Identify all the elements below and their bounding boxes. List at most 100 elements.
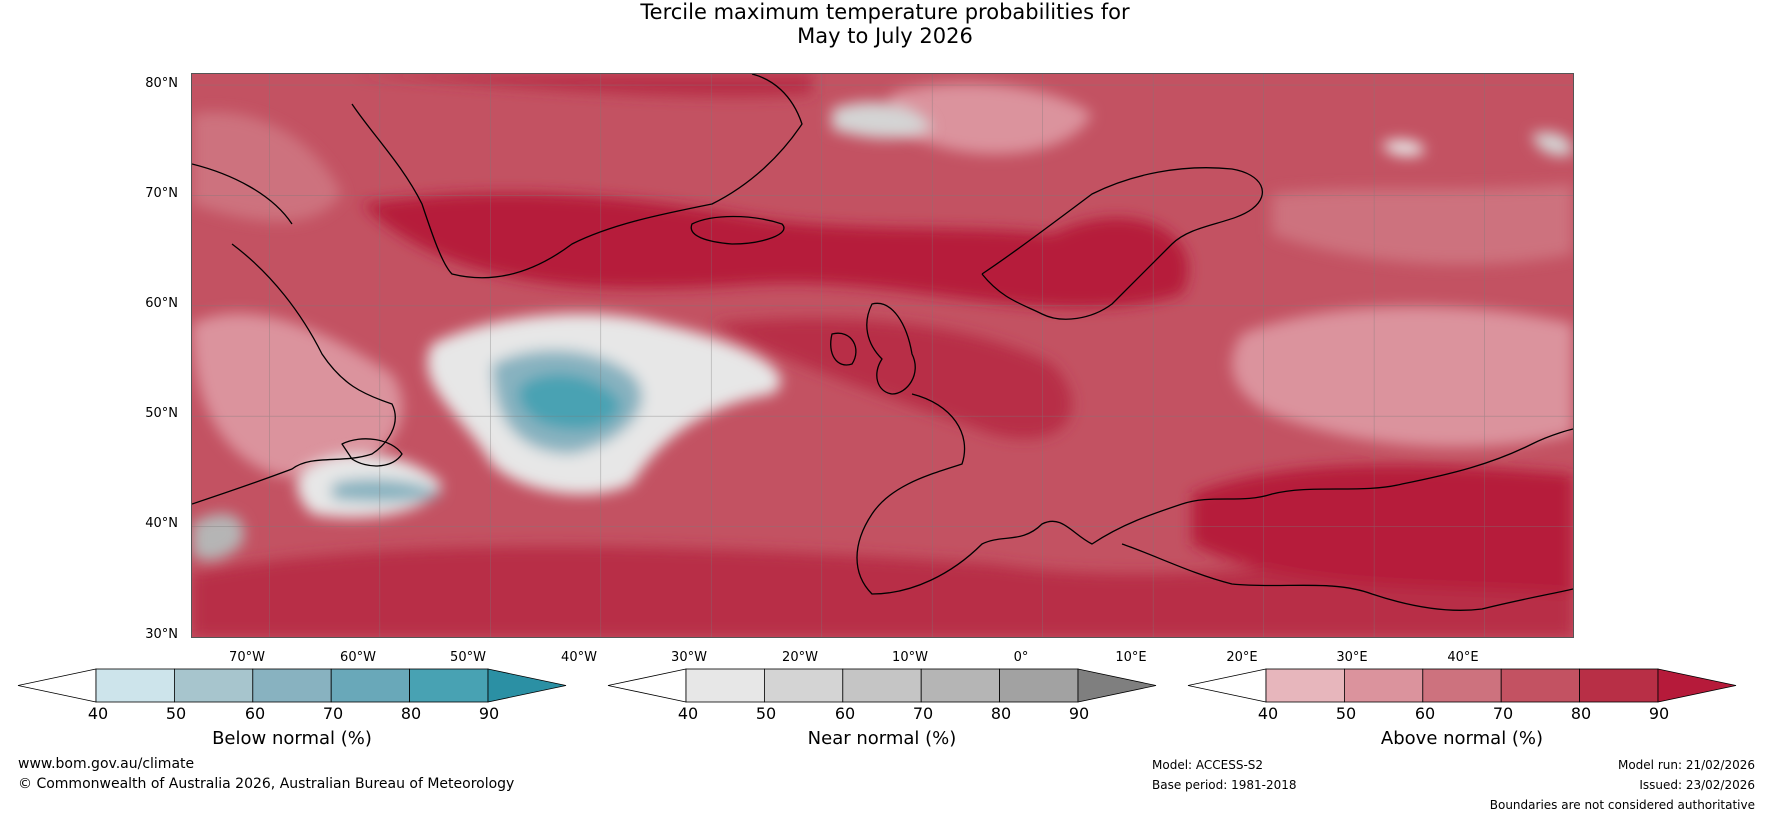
colorbar-segment [1579, 668, 1659, 703]
near-normal-label: Near normal (%) [807, 728, 957, 749]
labrador-coast [192, 163, 396, 505]
colorbar-segment [252, 668, 332, 703]
below-normal-90-core [518, 373, 622, 430]
colorbar-right-extension [487, 668, 567, 703]
footer-issued: Issued: 23/02/2026 [1639, 778, 1755, 792]
chart-title: Tercile maximum temperature probabilitie… [0, 0, 1770, 48]
colorbar-left-extension [1187, 668, 1267, 703]
near-tick-90: 90 [1068, 704, 1090, 723]
lon-label-60w: 60°W [340, 650, 376, 665]
below-tick-70: 70 [322, 704, 344, 723]
above-normal-70-barents [1272, 184, 1573, 265]
near-tick-70: 70 [912, 704, 934, 723]
below-tick-90: 90 [478, 704, 500, 723]
near-normal-carolinas [192, 513, 244, 561]
lon-label-0: 0° [1013, 650, 1029, 665]
colorbar-above-normal [1187, 668, 1737, 703]
ireland-coast [830, 332, 857, 366]
coastlines [192, 74, 1573, 611]
colorbar-segment [1422, 668, 1502, 703]
iceland-coast [690, 215, 785, 245]
below-tick-80: 80 [400, 704, 422, 723]
lon-label-20w: 20°W [782, 650, 818, 665]
above-normal-label: Above normal (%) [1380, 728, 1544, 749]
lat-label-60n: 60°N [145, 296, 178, 311]
probability-map [191, 73, 1574, 638]
europe-coast [856, 393, 1573, 595]
colorbar-right-extension [1077, 668, 1157, 703]
below-tick-50: 50 [165, 704, 187, 723]
graticule [192, 74, 1573, 637]
footer-model: Model: ACCESS-S2 [1152, 758, 1264, 772]
colorbar-segment [330, 668, 411, 703]
colorbar-above-normal-svg [1187, 668, 1737, 703]
below-tick-60: 60 [244, 704, 266, 723]
colorbar-segment [1265, 668, 1345, 703]
mediterranean-south-coast [1121, 543, 1573, 611]
above-normal-south-band [192, 546, 1573, 637]
lat-label-70n: 70°N [145, 186, 178, 201]
lon-label-40w: 40°W [561, 650, 597, 665]
title-line-1: Tercile maximum temperature probabilitie… [640, 0, 1130, 24]
colorbar-below-normal-svg [17, 668, 567, 703]
lon-label-10w: 10°W [892, 650, 928, 665]
above-normal-north [352, 74, 812, 97]
colorbar-segment [409, 668, 489, 703]
colorbar-segment [1343, 668, 1424, 703]
above-normal-60-russia [1232, 306, 1573, 448]
above-normal-80-zone [712, 318, 1072, 439]
colorbar-segment [763, 668, 844, 703]
colorbar-segment [920, 668, 1001, 703]
above-tick-90: 90 [1648, 704, 1670, 723]
above-tick-50: 50 [1335, 704, 1357, 723]
near-tick-80: 80 [990, 704, 1012, 723]
colorbar-segment [999, 668, 1079, 703]
colorbar-segment [685, 668, 765, 703]
near-tick-60: 60 [834, 704, 856, 723]
colorbar-segment [173, 668, 254, 703]
above-normal-70-baffin [192, 112, 342, 222]
colorbar-segment [842, 668, 922, 703]
footer-copyright: © Commonwealth of Australia 2026, Austra… [18, 776, 515, 792]
above-normal-60-labrador [192, 313, 403, 478]
below-tick-40: 40 [87, 704, 109, 723]
map-svg [192, 74, 1573, 637]
newfoundland-coast [341, 438, 403, 467]
lat-label-80n: 80°N [145, 76, 178, 91]
colorbar-near-normal-svg [607, 668, 1157, 703]
near-normal-novaya [1382, 139, 1424, 156]
lon-label-30w: 30°W [671, 650, 707, 665]
below-normal-newfoundland [332, 478, 442, 503]
britain-coast [866, 302, 916, 395]
near-normal-svalbard-patch [832, 101, 932, 139]
lon-label-40e: 40°E [1447, 650, 1479, 665]
lat-label-40n: 40°N [145, 516, 178, 531]
lon-label-20e: 20°E [1226, 650, 1258, 665]
colorbar-left-extension [607, 668, 687, 703]
above-normal-east-med [1192, 465, 1573, 594]
lon-label-10e: 10°E [1115, 650, 1147, 665]
above-tick-70: 70 [1492, 704, 1514, 723]
colorbar-segment [95, 668, 175, 703]
scandinavia-coast [981, 167, 1264, 320]
near-normal-east-patch [1532, 132, 1573, 156]
lon-label-30e: 30°E [1336, 650, 1368, 665]
above-normal-90-band [362, 193, 1189, 308]
lon-label-70w: 70°W [229, 650, 265, 665]
greenland-coast [351, 74, 803, 279]
colorbar-below-normal [17, 668, 567, 703]
title-line-2: May to July 2026 [797, 24, 973, 48]
footer-base-period: Base period: 1981-2018 [1152, 778, 1297, 792]
lat-label-30n: 30°N [145, 627, 178, 642]
colorbar-segment [1500, 668, 1581, 703]
below-normal-label: Below normal (%) [212, 728, 372, 749]
near-tick-40: 40 [677, 704, 699, 723]
colorbar-near-normal [607, 668, 1157, 703]
footer-website: www.bom.gov.au/climate [18, 756, 195, 772]
above-tick-60: 60 [1414, 704, 1436, 723]
lat-label-50n: 50°N [145, 406, 178, 421]
colorbar-left-extension [17, 668, 97, 703]
lon-label-50w: 50°W [450, 650, 486, 665]
near-tick-50: 50 [755, 704, 777, 723]
footer-disclaimer: Boundaries are not considered authoritat… [1489, 798, 1755, 812]
